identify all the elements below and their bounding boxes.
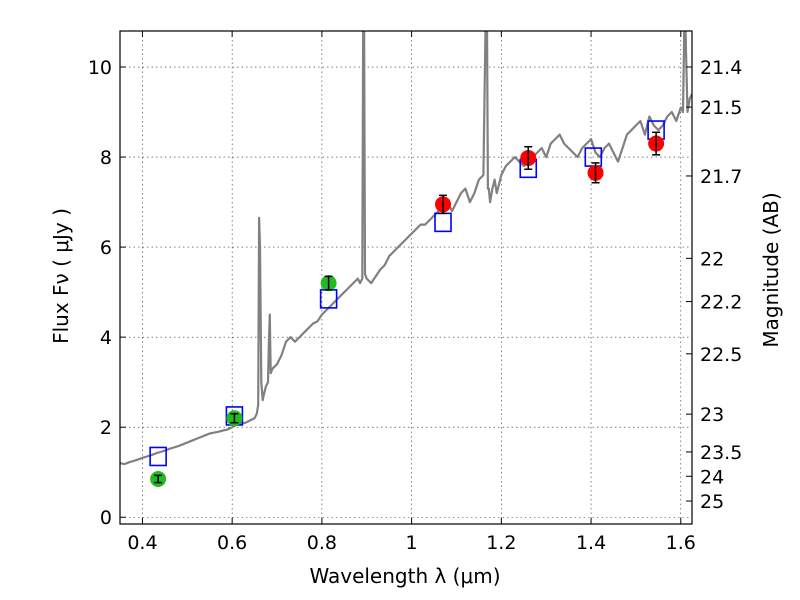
y-tick-label: 4 [100,327,112,349]
y-tick-label: 10 [88,57,112,79]
x-tick-label: 1.2 [486,532,516,554]
x-tick-label: 0.6 [217,532,247,554]
mag-tick-label: 21.7 [700,166,742,188]
grid [120,31,692,524]
mag-tick-label: 25 [700,491,724,513]
mag-tick-label: 22 [700,248,724,270]
y-tick-label: 6 [100,237,112,259]
x-tick-label: 0.4 [127,532,157,554]
mag-tick-label: 24 [700,466,724,488]
x-tick-label: 1 [406,532,418,554]
mag-tick-label: 22.2 [700,292,742,314]
model-square-marker [149,446,167,467]
markers-group [149,120,665,487]
plot-frame [119,30,693,525]
x-axis-label: Wavelength λ (μm) [309,564,500,588]
x-tick-label: 1.6 [666,532,696,554]
model-square-marker [434,212,452,233]
spectrum-line-group [120,31,692,466]
y-tick-label: 0 [100,507,112,529]
mag-tick-label: 23 [700,404,724,426]
mag-tick-label: 22.5 [700,344,742,366]
model-square-marker [319,289,338,309]
y-axis-label-left: Flux Fν ( μJy ) [49,208,73,344]
y-tick-label: 2 [100,417,112,439]
mag-tick-label: 21.5 [700,97,742,119]
y-tick-label: 8 [100,147,112,169]
y-axis-label-right: Magnitude (AB) [759,192,783,347]
spectrum-line [120,31,692,466]
x-tick-label: 0.8 [307,532,337,554]
mag-tick-label: 23.5 [700,442,742,464]
mag-tick-label: 21.4 [700,57,742,79]
x-tick-label: 1.4 [576,532,606,554]
